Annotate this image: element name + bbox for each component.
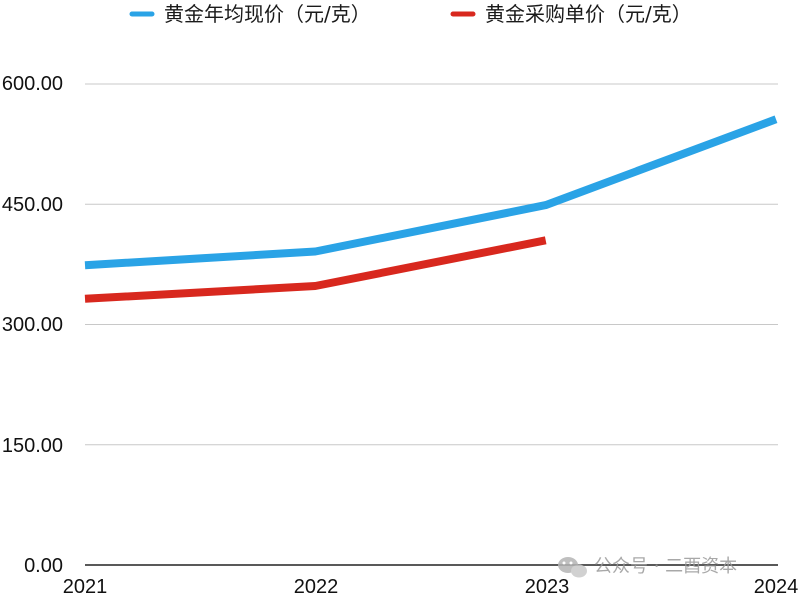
x-tick-label: 2022 — [294, 576, 339, 596]
x-tick-label: 2021 — [63, 576, 108, 596]
y-tick-label: 150.00 — [2, 435, 63, 457]
x-axis-ticks: 2021 2022 2023 2024 — [63, 576, 799, 596]
legend-label-gold-purchase-price: 黄金采购单价（元/克） — [485, 2, 692, 26]
x-tick-label: 2024 — [754, 576, 799, 596]
series-line-0 — [84, 115, 778, 270]
legend: 黄金年均现价（元/克） 黄金采购单价（元/克） — [129, 2, 692, 26]
watermark-text: 公众号 · 二酉资本 — [594, 556, 737, 577]
legend-label-gold-current-price: 黄金年均现价（元/克） — [164, 2, 371, 26]
watermark: 公众号 · 二酉资本 — [558, 556, 737, 578]
y-axis-ticks: 0.00 150.00 300.00 450.00 600.00 — [2, 73, 63, 577]
y-tick-label: 450.00 — [2, 194, 63, 216]
x-tick-label: 2023 — [525, 576, 570, 596]
y-tick-label: 300.00 — [2, 314, 63, 336]
y-tick-label: 0.00 — [24, 555, 63, 577]
y-tick-label: 600.00 — [2, 73, 63, 95]
series-line-1 — [84, 236, 547, 303]
wechat-icon — [558, 557, 587, 578]
series-lines — [84, 115, 778, 303]
gridlines — [85, 83, 778, 446]
